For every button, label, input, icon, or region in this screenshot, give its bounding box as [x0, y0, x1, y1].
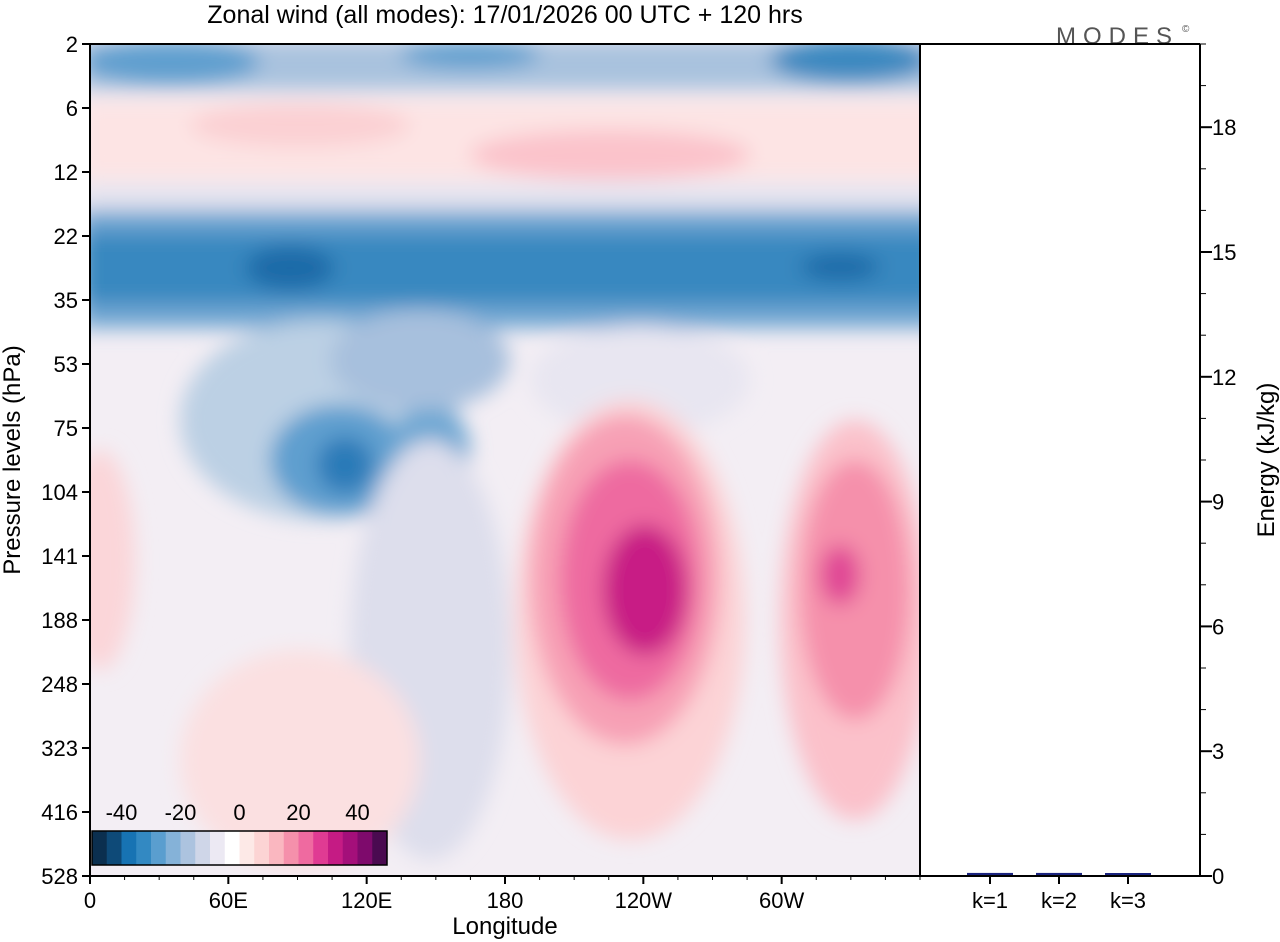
x-tick-label: 120E	[341, 888, 392, 913]
top-easterly-core-east	[770, 44, 920, 82]
energy-bar	[1105, 873, 1151, 875]
lower-westerly-patch	[180, 650, 420, 870]
y-tick-label: 12	[54, 160, 78, 185]
colorbar-swatch	[121, 831, 137, 865]
x-tick-label: 120W	[615, 888, 673, 913]
x-tick-label: 60W	[759, 888, 804, 913]
colorbar-swatch	[313, 831, 329, 865]
colorbar-label: 20	[286, 800, 310, 825]
colorbar: -40 -20 0 20 40	[91, 800, 388, 866]
energy-category-label: k=2	[1041, 888, 1077, 913]
y-tick-label: 528	[41, 864, 78, 889]
y-tick-label: 141	[41, 544, 78, 569]
colorbar-frame	[91, 830, 388, 866]
energy-category-label: k=1	[972, 888, 1008, 913]
energy-bar	[967, 872, 1013, 875]
y-tick-label: 323	[41, 736, 78, 761]
y-axis-label: Pressure levels (hPa)	[0, 345, 26, 574]
y-tick-label: 53	[54, 352, 78, 377]
colorbar-swatch	[283, 831, 299, 865]
colorbar-swatches	[92, 831, 388, 865]
energy-tick-label: 12	[1212, 365, 1236, 390]
colorbar-swatch	[210, 831, 226, 865]
field-blobs	[90, 44, 920, 870]
mid-easterly-center	[317, 437, 373, 493]
energy-category-label: k=3	[1110, 888, 1146, 913]
energy-bars: k=1 k=2 k=3	[967, 872, 1151, 913]
modes-logo: MODES ©	[1056, 23, 1190, 50]
westerly-jet-core	[603, 525, 687, 655]
colorbar-swatch	[342, 831, 358, 865]
colorbar-swatch	[106, 831, 122, 865]
colorbar-swatch	[195, 831, 211, 865]
colorbar-swatch	[239, 831, 255, 865]
colorbar-swatch	[180, 831, 196, 865]
y-tick-label: 2	[66, 32, 78, 57]
y-tick-label: 6	[66, 96, 78, 121]
y-tick-label: 416	[41, 800, 78, 825]
colorbar-label: -20	[165, 800, 197, 825]
logo-mark: ©	[1182, 24, 1190, 35]
easterly-jet-core-west	[245, 246, 335, 290]
colorbar-swatch	[269, 831, 285, 865]
colorbar-swatch	[357, 831, 373, 865]
west-edge-westerly	[90, 450, 135, 670]
colorbar-swatch	[254, 831, 270, 865]
secondary-westerly-core	[820, 545, 860, 605]
colorbar-swatch	[328, 831, 344, 865]
colorbar-labels: -40 -20 0 20 40	[106, 800, 370, 825]
x-tick-label: 60E	[209, 888, 248, 913]
energy-tick-label: 6	[1212, 614, 1224, 639]
energy-panel	[920, 43, 1201, 877]
chart-title: Zonal wind (all modes): 17/01/2026 00 UT…	[207, 1, 802, 29]
energy-tick-label: 18	[1212, 115, 1236, 140]
colorbar-swatch	[92, 831, 108, 865]
energy-tick-label: 0	[1212, 864, 1224, 889]
colorbar-swatch	[224, 831, 240, 865]
y-tick-label: 188	[41, 608, 78, 633]
colorbar-label: 0	[233, 800, 245, 825]
top-easterly-core-mid	[400, 44, 540, 69]
top-easterly-core-west	[90, 44, 260, 84]
logo-text: MODES	[1056, 23, 1179, 50]
colorbar-swatch	[372, 831, 388, 865]
x-tick-label: 180	[487, 888, 524, 913]
energy-bar	[1036, 872, 1082, 875]
strat-westerly-core-west	[190, 103, 410, 147]
x-tick-label: 0	[84, 888, 96, 913]
easterly-jet-inner	[90, 232, 920, 304]
y-tick-label: 35	[54, 288, 78, 313]
x-axis-label: Longitude	[452, 913, 557, 940]
heatmap-field	[90, 44, 920, 876]
energy-tick-label: 3	[1212, 739, 1224, 764]
colorbar-label: 40	[345, 800, 369, 825]
colorbar-swatch	[298, 831, 314, 865]
energy-axis-label: Energy (kJ/kg)	[1253, 383, 1280, 538]
y-tick-label: 22	[54, 224, 78, 249]
energy-axis-ticks: 0 3 6 9 12 15 18	[1200, 43, 1236, 889]
x-axis-ticks: 0 60E 120E 180 120W 60W	[84, 876, 921, 913]
y-axis-ticks: 2 6 12 22 35 53 75 104 141 188 248 323 416 528	[41, 32, 90, 889]
strat-westerly-core-east	[470, 130, 750, 180]
transition-band	[90, 185, 920, 207]
energy-tick-label: 15	[1212, 240, 1236, 265]
colorbar-swatch	[165, 831, 181, 865]
y-tick-label: 248	[41, 672, 78, 697]
y-tick-label: 104	[41, 480, 78, 505]
mid-neutral	[530, 325, 750, 435]
energy-tick-label: 9	[1212, 490, 1224, 515]
y-tick-label: 75	[54, 416, 78, 441]
mid-easterly-upper	[330, 310, 510, 410]
colorbar-swatch	[151, 831, 167, 865]
colorbar-swatch	[136, 831, 152, 865]
colorbar-label: -40	[106, 800, 138, 825]
easterly-jet-core-east	[800, 253, 880, 281]
